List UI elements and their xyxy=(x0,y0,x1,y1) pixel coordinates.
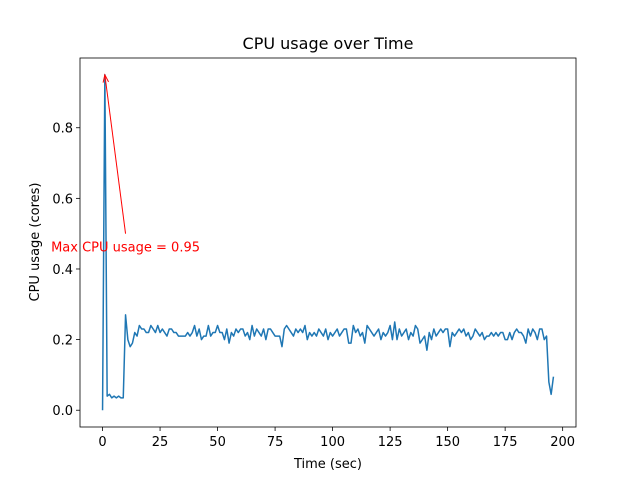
x-tick-label: 175 xyxy=(493,435,518,450)
y-tick-label: 0.4 xyxy=(52,263,73,278)
x-tick-label: 100 xyxy=(320,435,345,450)
y-tick-label: 0.6 xyxy=(52,192,73,207)
y-axis-label: CPU usage (cores) xyxy=(28,183,43,302)
plot-frame xyxy=(79,57,577,428)
y-tick-label: 0.8 xyxy=(52,122,73,137)
x-tick-label: 50 xyxy=(209,435,226,450)
annotation-arrow xyxy=(104,74,127,234)
x-axis-label: Time (sec) xyxy=(293,457,362,472)
chart-title: CPU usage over Time xyxy=(243,34,414,53)
y-tick-label: 0.2 xyxy=(52,334,73,349)
x-tick-label: 150 xyxy=(435,435,460,450)
x-tick-label: 25 xyxy=(152,435,169,450)
annotation-arrowhead xyxy=(102,73,109,83)
x-tick-label: 0 xyxy=(98,435,106,450)
data-line xyxy=(101,74,555,411)
x-tick-label: 200 xyxy=(550,435,575,450)
y-tick-label: 0.0 xyxy=(52,404,73,419)
x-tick-label: 75 xyxy=(267,435,284,450)
x-tick-label: 125 xyxy=(378,435,403,450)
annotation-text: Max CPU usage = 0.95 xyxy=(51,241,200,256)
